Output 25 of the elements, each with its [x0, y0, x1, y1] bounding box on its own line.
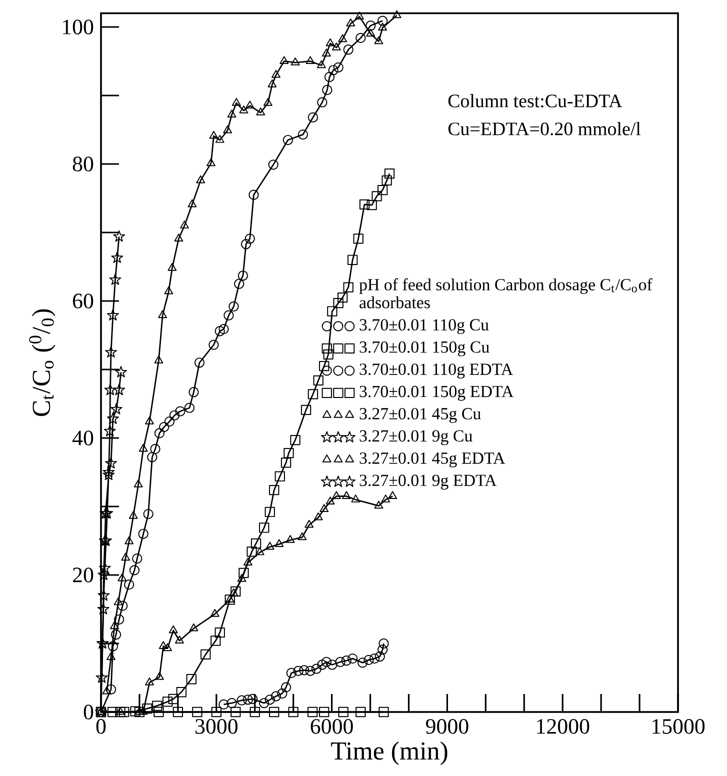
y-tick-label: 20: [73, 568, 94, 582]
legend-label: 3.27±0.01 45g Cu: [360, 408, 481, 423]
legend-label: 3.27±0.01 9g Cu: [360, 430, 472, 446]
annotation: Column test:Cu-EDTA: [448, 94, 622, 108]
text: pH of feed solution Carbon dosage C$_{t}$/C$_{o}$of adsorbates: [359, 278, 652, 308]
x-tick-label: 12000: [537, 719, 590, 734]
y-tick-label: 0: [84, 704, 94, 720]
x-tick-label: 9000: [426, 719, 468, 734]
x-tick-label: 0: [96, 719, 106, 734]
legend-label: 3.27±0.01 45g EDTA: [360, 452, 506, 468]
annotation: Cu=EDTA=0.20 mmole/l: [448, 122, 641, 136]
y-tick-label: 40: [72, 430, 94, 446]
legend-label: 3.70±0.01 110g Cu: [360, 319, 489, 334]
y-tick-label: 60: [72, 294, 94, 308]
x-tick-label: 6000: [310, 719, 353, 734]
text: C$_{t}$/C$_{o}$ ($^{0}$/$_{0}$): [29, 309, 56, 416]
legend-label: 3.27±0.01 9g EDTA: [360, 474, 497, 490]
legend-label: 3.70±0.01 110g EDTA: [360, 364, 513, 378]
legend-label: 3.70±0.01 150g Cu: [360, 341, 490, 356]
x-axis-title: Time (min): [331, 742, 448, 765]
x-tick-label: 15000: [652, 719, 705, 734]
y-tick-label: 100: [63, 20, 94, 34]
y-tick-label: 80: [72, 156, 94, 172]
x-tick-label: 3000: [196, 719, 238, 734]
legend-label: 3.70±0.01 150g EDTA: [360, 386, 514, 401]
